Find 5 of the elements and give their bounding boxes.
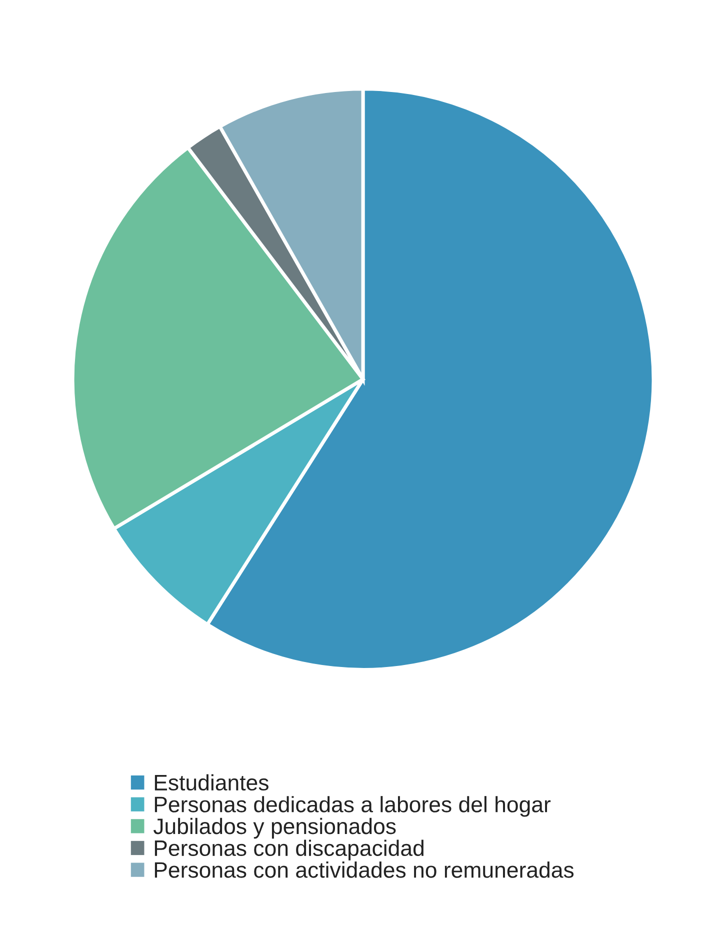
legend-label: Estudiantes xyxy=(154,774,268,791)
legend-label: Personas dedicadas a labores del hogar xyxy=(154,796,551,817)
legend-label: Personas con discapacidad xyxy=(154,840,424,860)
legend-label: Jubilados y pensionados xyxy=(153,818,396,839)
legend-label: Personas con actividades no remuneradas xyxy=(154,862,574,878)
